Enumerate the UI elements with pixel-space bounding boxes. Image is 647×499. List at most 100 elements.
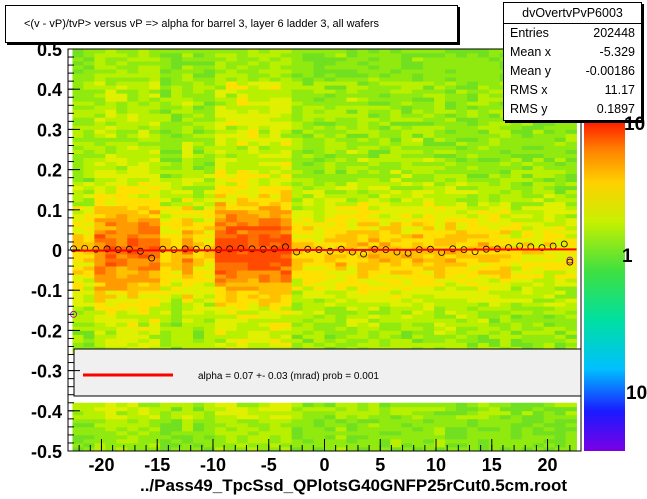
heatmap-cell: [379, 278, 391, 283]
heatmap-cell: [379, 137, 391, 142]
heatmap-cell: [258, 241, 271, 247]
heatmap-cell: [302, 438, 314, 444]
heatmap-cell: [346, 334, 358, 339]
heatmap-cell: [302, 434, 314, 440]
heatmap-cell: [379, 89, 391, 94]
heatmap-cell: [346, 342, 358, 347]
heatmap-cell: [203, 109, 216, 114]
heatmap-cell: [488, 177, 501, 183]
heatmap-cell: [434, 274, 446, 279]
heatmap-cell: [72, 149, 84, 154]
heatmap-cell: [434, 205, 446, 211]
heatmap-cell: [346, 69, 358, 74]
heatmap-cell: [182, 334, 194, 339]
heatmap-cell: [390, 237, 402, 243]
heatmap-cell: [72, 209, 84, 215]
heatmap-cell: [160, 286, 172, 291]
heatmap-cell: [532, 278, 545, 283]
heatmap-cell: [466, 217, 479, 223]
heatmap-cell: [160, 314, 172, 319]
heatmap-cell: [214, 197, 227, 203]
heatmap-cell: [390, 133, 402, 138]
heatmap-cell: [466, 422, 479, 428]
heatmap-cell: [127, 422, 139, 428]
heatmap-cell: [434, 141, 446, 146]
heatmap-cell: [291, 57, 303, 62]
heatmap-cell: [488, 334, 501, 339]
heatmap-cell: [203, 157, 216, 162]
heatmap-cell: [357, 145, 369, 150]
heatmap-cell: [390, 430, 402, 436]
heatmap-cell: [401, 221, 413, 227]
heatmap-cell: [138, 241, 150, 247]
heatmap-cell: [554, 237, 566, 243]
heatmap-cell: [225, 422, 238, 428]
heatmap-cell: [313, 298, 325, 303]
heatmap-cell: [171, 330, 183, 335]
heatmap-cell: [521, 137, 534, 142]
heatmap-cell: [258, 326, 271, 331]
heatmap-cell: [302, 241, 314, 247]
heatmap-cell: [236, 69, 249, 74]
heatmap-cell: [346, 422, 358, 428]
heatmap-cell: [346, 121, 358, 126]
heatmap-cell: [160, 53, 172, 58]
heatmap-cell: [182, 105, 194, 110]
heatmap-cell: [412, 157, 424, 162]
heatmap-cell: [236, 173, 249, 179]
heatmap-cell: [171, 189, 183, 195]
heatmap-cell: [532, 169, 545, 175]
heatmap-cell: [116, 81, 128, 86]
heatmap-cell: [357, 69, 369, 74]
heatmap-cell: [455, 302, 468, 307]
heatmap-cell: [225, 97, 238, 102]
heatmap-cell: [313, 225, 325, 231]
heatmap-cell: [466, 314, 479, 319]
heatmap-cell: [160, 434, 172, 440]
heatmap-cell: [401, 77, 413, 82]
heatmap-cell: [149, 165, 161, 170]
heatmap-cell: [72, 173, 84, 179]
heatmap-cell: [127, 173, 139, 179]
stats-value: -5.329: [599, 45, 635, 59]
heatmap-cell: [423, 197, 435, 203]
heatmap-cell: [379, 201, 391, 207]
heatmap-cell: [543, 125, 556, 130]
heatmap-cell: [335, 209, 347, 215]
heatmap-cell: [335, 89, 347, 94]
heatmap-cell: [532, 446, 545, 452]
heatmap-cell: [116, 221, 128, 227]
heatmap-cell: [203, 89, 216, 94]
heatmap-cell: [193, 290, 205, 295]
heatmap-cell: [149, 157, 161, 162]
heatmap-cell: [357, 173, 369, 179]
heatmap-cell: [554, 282, 566, 287]
heatmap-cell: [105, 314, 117, 319]
heatmap-cell: [455, 49, 468, 54]
heatmap-cell: [346, 173, 358, 179]
heatmap-cell: [313, 237, 325, 243]
heatmap-cell: [532, 338, 545, 343]
heatmap-cell: [291, 418, 303, 424]
heatmap-cell: [160, 141, 172, 146]
heatmap-cell: [521, 262, 534, 267]
heatmap-cell: [346, 229, 358, 235]
heatmap-cell: [258, 129, 271, 134]
heatmap-cell: [171, 274, 183, 279]
heatmap-cell: [83, 209, 95, 215]
heatmap-cell: [105, 173, 117, 179]
heatmap-cell: [127, 101, 139, 106]
heatmap-cell: [324, 442, 336, 448]
heatmap-cell: [269, 250, 282, 255]
heatmap-cell: [390, 197, 402, 203]
heatmap-cell: [313, 314, 325, 319]
heatmap-cell: [116, 133, 128, 138]
heatmap-cell: [105, 205, 117, 211]
heatmap-cell: [302, 237, 314, 243]
heatmap-cell: [269, 274, 282, 279]
heatmap-cell: [225, 153, 238, 158]
heatmap-cell: [455, 338, 468, 343]
heatmap-cell: [357, 245, 369, 251]
heatmap-cell: [313, 113, 325, 118]
heatmap-cell: [127, 193, 139, 199]
